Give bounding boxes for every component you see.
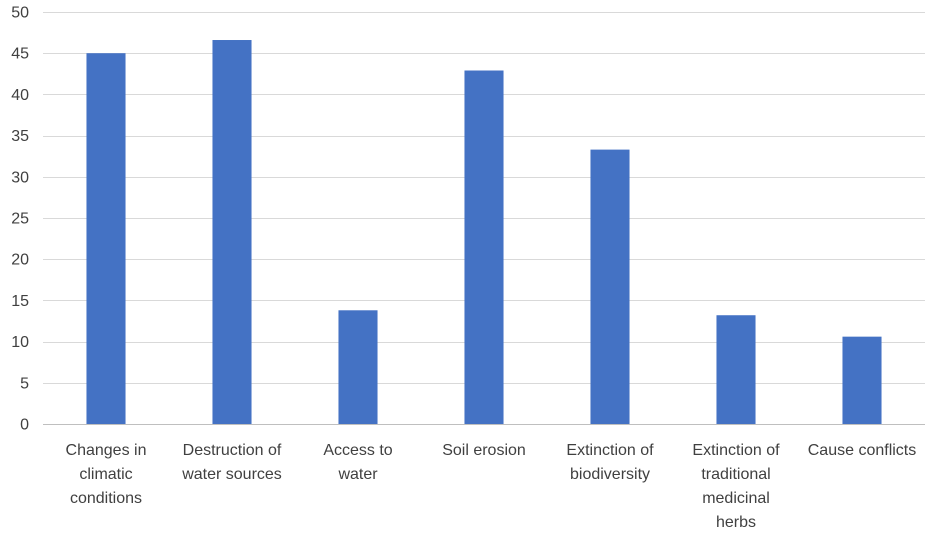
x-category-label-line: conditions [70,490,142,507]
x-category-label-line: Destruction of [183,442,282,459]
bar-6 [842,336,882,424]
y-tick-label: 40 [11,87,29,104]
bar-4 [590,149,630,424]
y-tick-label: 0 [20,417,29,434]
bar-0 [86,53,126,424]
x-category-label-line: medicinal [702,490,770,507]
y-tick-label: 45 [11,46,29,63]
y-tick-label: 35 [11,128,29,145]
x-category-label-line: Changes in [66,442,147,459]
x-category-label: Extinction of biodiversity [566,442,654,483]
x-category-label: Changes in climatic conditions [66,442,147,507]
y-tick-label: 10 [11,334,29,351]
y-tick-label: 30 [11,169,29,186]
x-category-label-line: Cause conflicts [808,442,917,459]
x-category-label-line: Access to [323,442,392,459]
x-axis-labels: Changes in climatic conditions Destruction … [66,442,917,531]
y-tick-label: 5 [20,375,29,392]
x-category-label-line: Extinction of [566,442,654,459]
x-category-label-line: traditional [701,466,770,483]
bar-5 [716,315,756,424]
x-category-label-line: water sources [181,466,282,483]
x-category-label-line: biodiversity [570,466,650,483]
x-category-label: Extinction of traditional medicinal herbs [692,442,780,531]
x-category-label-line: climatic [79,466,132,483]
y-tick-label: 50 [11,5,29,22]
x-category-label-line: herbs [716,514,756,531]
y-tick-label: 25 [11,211,29,228]
x-category-label-line: Soil erosion [442,442,526,459]
y-tick-label: 15 [11,293,29,310]
x-category-label: Destruction of water sources [181,442,282,483]
x-category-label: Access to water [323,442,392,483]
bar-2 [338,310,378,424]
y-tick-label: 20 [11,252,29,269]
bar-3 [464,70,504,424]
x-category-label: Soil erosion [442,442,526,459]
x-category-label: Cause conflicts [808,442,917,459]
y-axis-ticks: 0 5 10 15 20 25 30 35 40 45 50 [11,5,29,434]
bars [86,40,882,425]
bar-1 [212,40,252,425]
x-category-label-line: Extinction of [692,442,780,459]
x-category-label-line: water [337,466,378,483]
